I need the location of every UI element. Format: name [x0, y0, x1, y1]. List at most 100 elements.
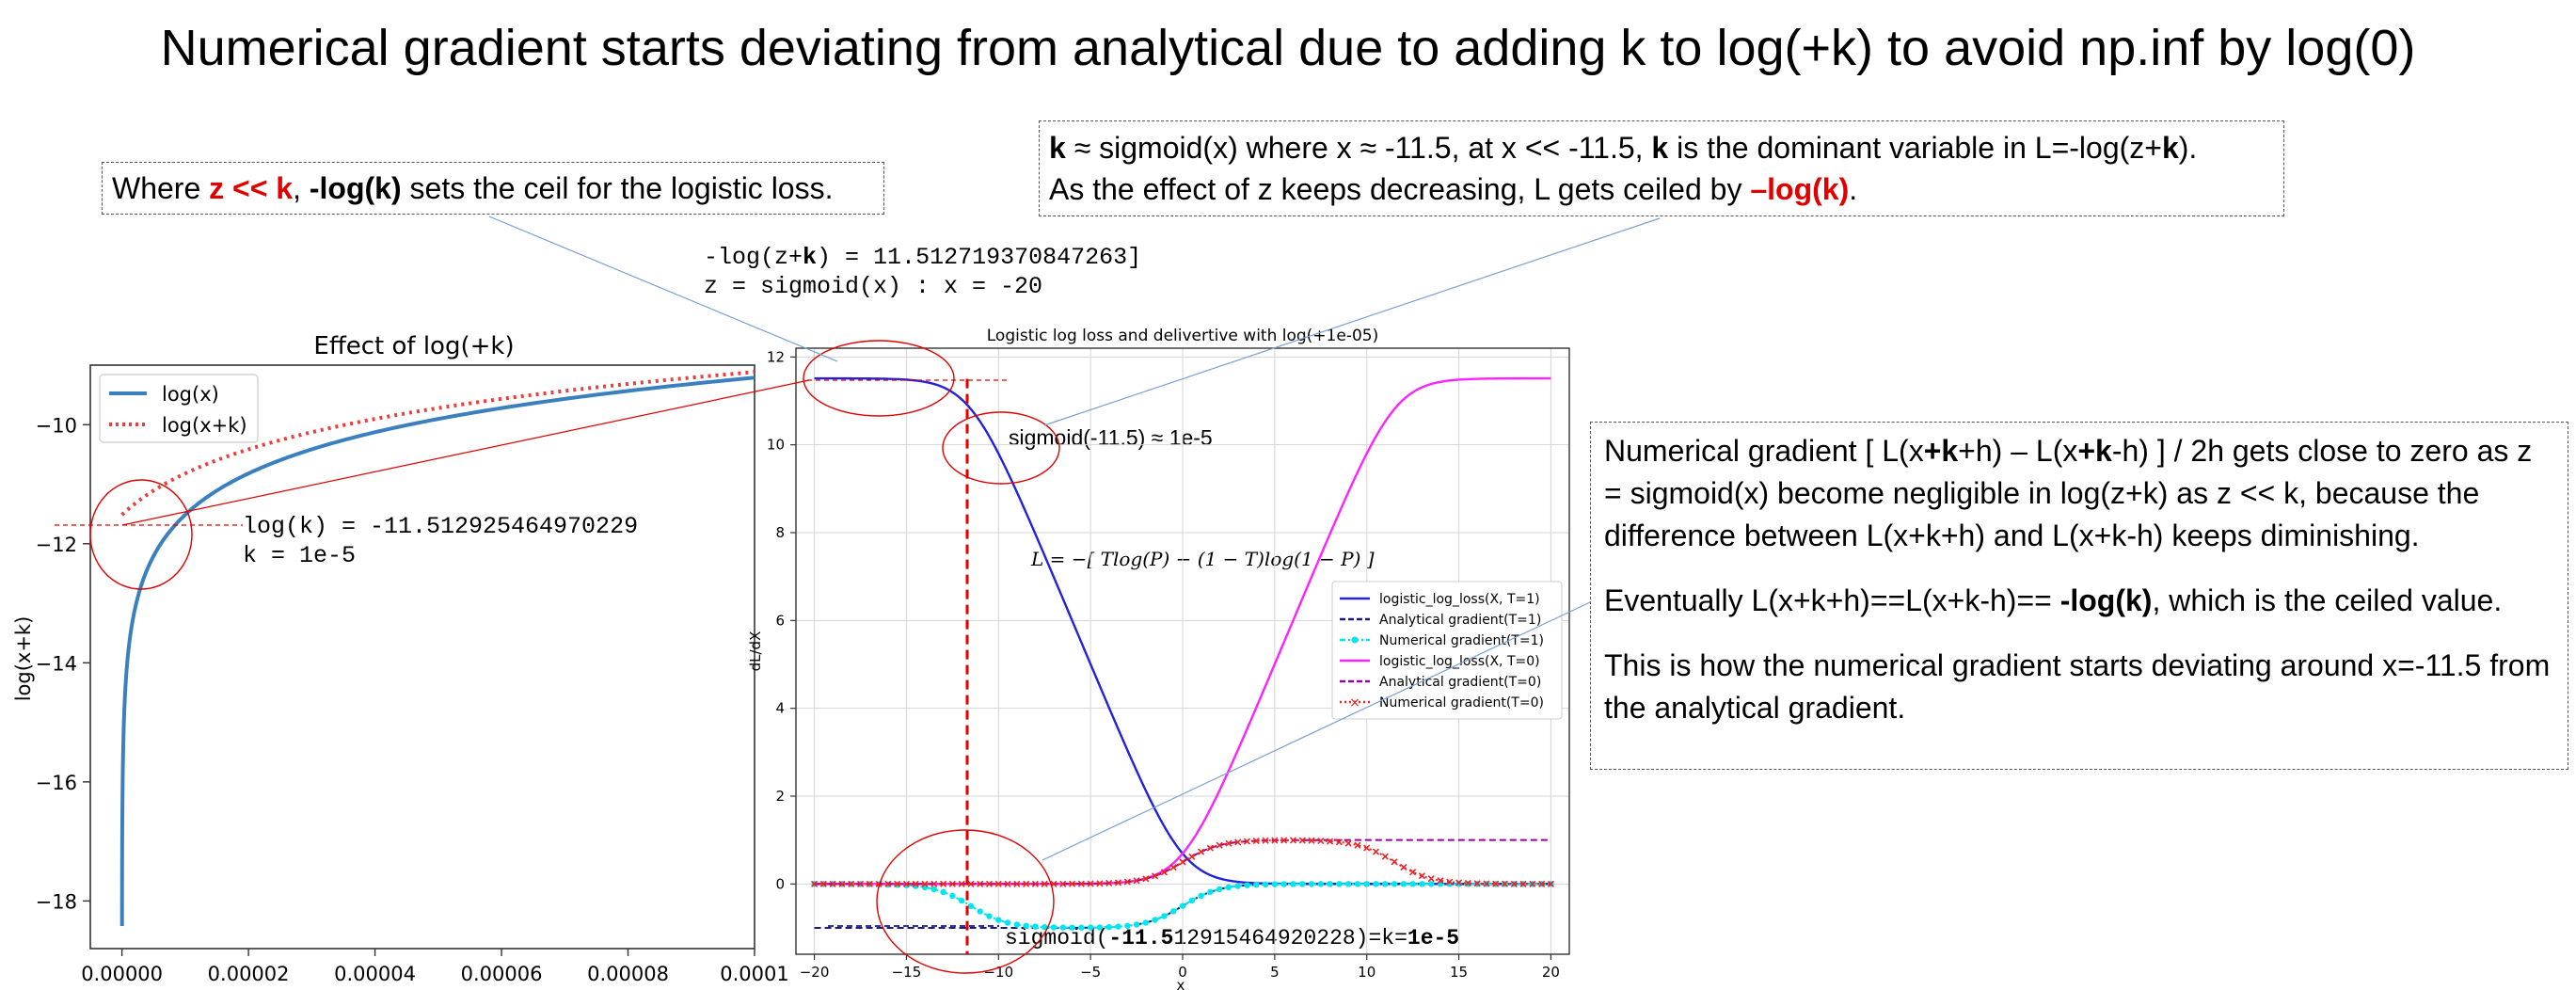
numeric-t1-marker — [1364, 881, 1370, 886]
numeric-t1-marker — [931, 886, 937, 892]
connector-top-callout — [1044, 218, 1660, 425]
numeric-t1-marker — [1143, 919, 1149, 925]
numeric-t1-marker — [1401, 881, 1407, 886]
numeric-t1-marker — [940, 889, 946, 895]
right-xtick-label: 15 — [1450, 964, 1468, 981]
right-xtick-label: −5 — [1080, 964, 1101, 981]
numeric-t1-marker — [1180, 902, 1185, 908]
right-ytick-label: 10 — [767, 437, 785, 454]
ellipse-gradient-deviation — [877, 830, 1054, 973]
numeric-t1-marker — [1235, 883, 1241, 888]
numeric-t1-marker — [1391, 881, 1397, 886]
right-chart-title: Logistic log loss and delivertive with l… — [987, 327, 1378, 345]
numeric-t1-marker — [1060, 924, 1066, 930]
numeric-t1-marker — [1253, 882, 1259, 887]
left-ytick-label: −14 — [36, 652, 77, 675]
legend-label-loss-t0: logistic_log_loss(X, T=0) — [1379, 654, 1540, 669]
legend-label-numeric-t0: Numerical gradient(T=0) — [1379, 695, 1544, 711]
right-legend: logistic_log_loss(X, T=1) Analytical gra… — [1332, 582, 1562, 719]
left-chart: Effect of log(+k) log(x+k) 0.00000 0.0000… — [12, 332, 789, 985]
left-xtick-label: 0.00008 — [587, 963, 669, 985]
numeric-t1-marker — [968, 903, 974, 909]
right-ytick-label: 6 — [775, 612, 785, 629]
left-plot-frame — [90, 365, 755, 949]
right-xtick-label: 0 — [1178, 964, 1187, 981]
right-ytick-label: 12 — [767, 348, 785, 365]
numeric-t1-marker — [1244, 883, 1249, 888]
numeric-t1-marker — [1373, 881, 1378, 886]
connector-left-callout — [489, 216, 837, 361]
numeric-t1-marker — [1382, 881, 1388, 886]
legend-marker-numeric-t0: × — [1349, 695, 1360, 711]
legend-label-logx: log(x) — [162, 383, 219, 406]
numeric-t1-marker — [1088, 924, 1093, 930]
connector-right-callout — [1042, 602, 1590, 860]
numeric-t0-marker — [1391, 859, 1397, 865]
numeric-t1-marker — [1069, 925, 1074, 931]
numeric-t1-marker — [1097, 924, 1103, 930]
right-ytick-label: 2 — [775, 788, 785, 805]
left-y-label: log(x+k) — [12, 616, 35, 702]
numeric-t0-marker — [1189, 854, 1195, 859]
numeric-t1-marker — [1226, 885, 1232, 890]
left-chart-title: Effect of log(+k) — [313, 332, 514, 360]
numeric-t1-marker — [1280, 881, 1286, 886]
right-xtick-label: 20 — [1542, 964, 1560, 981]
legend-label-loss-t1: logistic_log_loss(X, T=1) — [1379, 592, 1540, 607]
numeric-t1-marker — [1124, 923, 1130, 929]
left-ytick-label: −10 — [36, 414, 77, 437]
left-xtick-label: 0.00002 — [208, 963, 290, 985]
left-xtick-label: 0.00000 — [81, 963, 163, 985]
legend-label-analytic-t1: Analytical gradient(T=1) — [1379, 613, 1541, 628]
left-legend: log(x) log(x+k) — [100, 375, 258, 442]
numeric-t1-marker — [959, 898, 964, 903]
numeric-t1-marker — [1355, 881, 1360, 886]
legend-marker-numeric-t1 — [1352, 637, 1359, 644]
right-xtick-label: 5 — [1270, 964, 1280, 981]
numeric-t1-marker — [1161, 913, 1167, 918]
right-ytick-label: 4 — [775, 700, 785, 717]
numeric-t1-marker — [1014, 921, 1020, 927]
right-xtick-label: −10 — [983, 964, 1013, 981]
numeric-t1-marker — [1023, 923, 1028, 929]
numeric-t0-marker — [1345, 840, 1351, 846]
numeric-t1-marker — [1115, 923, 1121, 929]
numeric-t1-marker — [986, 913, 992, 918]
numeric-t1-marker — [1207, 889, 1213, 895]
left-ytick-label: −12 — [36, 534, 77, 556]
right-xtick-label: 10 — [1358, 964, 1375, 981]
numeric-t1-marker — [1198, 893, 1203, 899]
right-ytick-label: 8 — [775, 524, 785, 541]
numeric-t1-marker — [1336, 881, 1342, 886]
numeric-t1-marker — [1170, 908, 1176, 914]
numeric-t1-marker — [1051, 924, 1057, 930]
numeric-t1-marker — [1189, 898, 1195, 903]
legend-label-logxk: log(x+k) — [162, 414, 247, 437]
right-y-label: dL/dX — [747, 631, 764, 672]
numeric-t1-marker — [1106, 924, 1112, 930]
numeric-t0-marker — [1374, 849, 1379, 854]
left-ytick-label: −18 — [36, 890, 77, 913]
numeric-t1-marker — [1327, 881, 1332, 886]
left-xtick-label: 0.0001 — [720, 963, 788, 985]
numeric-t0-marker — [1401, 865, 1407, 870]
numeric-t1-marker — [1152, 917, 1157, 922]
numeric-t1-marker — [995, 917, 1001, 922]
numeric-t0-marker — [1428, 876, 1434, 882]
numeric-t1-marker — [1216, 886, 1222, 892]
numeric-t1-marker — [1299, 881, 1305, 886]
right-xtick-label: −20 — [800, 964, 830, 981]
numeric-t1-marker — [1032, 923, 1038, 929]
right-chart: Logistic log loss and delivertive with l… — [747, 327, 1569, 990]
numeric-t1-marker — [1263, 882, 1268, 887]
legend-label-analytic-t0: Analytical gradient(T=0) — [1379, 675, 1541, 690]
numeric-t1-marker — [1309, 881, 1314, 886]
numeric-t1-marker — [1409, 881, 1415, 886]
numeric-t1-marker — [1290, 881, 1296, 886]
numeric-t0-marker — [1410, 870, 1416, 875]
numeric-t1-marker — [1419, 881, 1424, 886]
ellipse-sigmoid — [943, 412, 1059, 484]
series-log-x — [122, 377, 755, 926]
numeric-t1-marker — [978, 908, 983, 914]
left-xtick-label: 0.00004 — [334, 963, 416, 985]
